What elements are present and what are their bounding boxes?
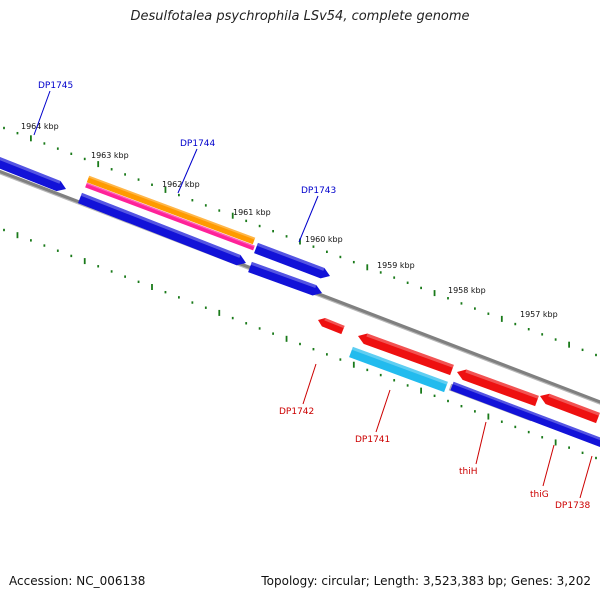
tick-label: 1958 kbp [448,286,486,295]
gene-dp1745-sheen [0,145,61,184]
gene-dp1744-orange [86,175,256,245]
gene-thih-body [457,369,539,407]
gene-label-leader [33,90,51,136]
gene-dp1743-upper [254,242,331,279]
gene-thig-sheen [548,393,600,416]
gene-dp1743-upper-body [254,242,331,279]
gene-dp1742 [318,318,345,335]
gene-dp1745-body [0,145,67,192]
gene-label-leader [298,195,319,243]
gene-dp1744-magenta-sheen [86,182,255,247]
gene-dp1742-body [318,318,345,335]
gene-label-leader [542,444,555,487]
gene-dp1744-blue [77,192,246,266]
gene-label-dp1738: DP1738 [555,501,591,511]
gene-dp1742-sheen [324,318,345,329]
gene-dp1741-red-body [358,333,454,376]
gene-dp1743-lower-body [248,261,322,296]
tick-label: 1961 kbp [233,208,271,217]
gene-dp1744-blue-sheen [80,192,241,258]
gene-label-thig: thiG [530,490,549,500]
gene-label-dp1743: DP1743 [301,186,336,196]
genome-stats-text: Topology: circular; Length: 3,523,383 bp… [261,574,591,588]
gene-label-leader [375,389,391,433]
tick-label: 1960 kbp [305,235,343,244]
gene-dp1744-blue-body [77,192,246,266]
tick-label: 1964 kbp [21,122,59,131]
gene-label-leader [302,363,317,405]
gene-label-leader [177,148,198,194]
gene-label-dp1742: DP1742 [279,407,314,417]
gene-label-dp1744: DP1744 [180,139,216,149]
map-title: Desulfotalea psychrophila LSv54, complet… [130,9,470,24]
tick-label-layer: 1964 kbp 1963 kbp 1962 kbp 1961 kbp 1960 kbp… [21,122,558,319]
gene-dp1741-cyan-body [349,346,448,393]
gene-dp1744-orange-sheen [88,175,256,240]
gene-thih-sheen [465,369,539,399]
gene-label-leader [579,455,593,499]
gene-label-dp1745: DP1745 [38,81,73,91]
gene-dp1743-upper-sheen [256,242,325,271]
tick-label: 1957 kbp [520,310,558,319]
gene-dp1744-orange-body [86,175,256,245]
gene-dp1744-magenta [85,182,255,251]
gene-dp1743-lower [248,261,322,296]
gene-blue-lower-sheen [452,381,600,445]
gene-label-layer: DP1745 DP1744 DP1743 DP1742 DP1741 thiH thiG DP… [33,81,593,511]
gene-label-thih: thiH [459,467,478,477]
accession-text: Accession: NC_006138 [9,574,146,588]
tick-label: 1962 kbp [162,180,200,189]
gene-label-dp1741: DP1741 [355,435,390,445]
gene-thig-body [540,393,600,424]
gene-dp1741-cyan [349,346,448,393]
tick-label: 1963 kbp [91,151,129,160]
gene-dp1741-red-sheen [366,333,454,368]
gene-dp1741-cyan-sheen [351,346,448,385]
gene-blue-lower-body [450,381,600,451]
gene-thig [540,393,600,424]
gene-dp1744-magenta-body [85,182,255,251]
gene-dp1743-lower-sheen [250,261,317,289]
gene-dp1745 [0,145,67,192]
gene-label-leader [475,421,487,465]
feature-layer [0,145,600,451]
gene-thih [457,369,539,407]
gene-dp1741-red [358,333,454,376]
tick-label: 1959 kbp [377,261,415,270]
gene-blue-lower [450,381,600,451]
tick-dots-layer [3,126,597,460]
